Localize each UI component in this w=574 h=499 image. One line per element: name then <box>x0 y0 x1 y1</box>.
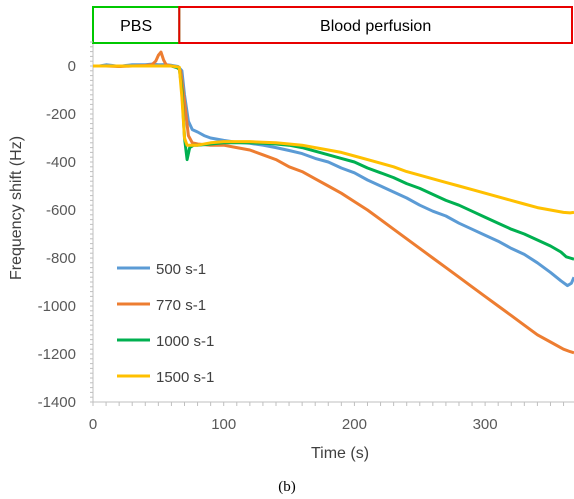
y-tick-label: -1200 <box>38 346 76 363</box>
y-minor-ticks <box>90 41 93 403</box>
legend-label: 1500 s-1 <box>156 369 214 386</box>
series-layer <box>93 50 574 355</box>
x-tick-labels: 0 100 200 300 <box>89 416 498 433</box>
phase-label-pbs: PBS <box>120 18 152 35</box>
y-tick-label: -600 <box>46 202 76 219</box>
series-line-500-s-1 <box>93 62 574 288</box>
x-minor-ticks <box>92 402 565 406</box>
y-tick-label: -200 <box>46 106 76 123</box>
x-axis-label: Time (s) <box>311 445 369 462</box>
y-tick-labels: 0 -200 -400 -600 -800 -1000 -1200 -1400 <box>38 58 76 411</box>
legend: 500 s-1 770 s-1 1000 s-1 1500 s-1 <box>117 261 214 386</box>
x-tick-label: 0 <box>89 416 97 433</box>
x-tick-label: 100 <box>211 416 236 433</box>
series-line-770-s-1 <box>93 50 574 355</box>
y-tick-label: -1400 <box>38 394 76 411</box>
phase-box-blood-perfusion <box>178 6 574 44</box>
y-tick-label: -400 <box>46 154 76 171</box>
legend-label: 1000 s-1 <box>156 333 214 350</box>
legend-label: 500 s-1 <box>156 261 206 278</box>
y-tick-label: 0 <box>68 58 76 75</box>
x-tick-label: 200 <box>342 416 367 433</box>
series-line-1500-s-1 <box>93 64 574 215</box>
y-axis-label: Frequency shift (Hz) <box>8 136 25 280</box>
series-line-1000-s-1 <box>93 64 574 261</box>
phase-bar: PBS Blood perfusion <box>92 6 574 44</box>
x-tick-label: 300 <box>473 416 498 433</box>
phase-label-blood-perfusion: Blood perfusion <box>320 18 431 35</box>
figure-caption: (b) <box>278 479 296 495</box>
axes <box>90 41 574 406</box>
legend-label: 770 s-1 <box>156 297 206 314</box>
y-tick-label: -1000 <box>38 298 76 315</box>
y-tick-label: -800 <box>46 250 76 267</box>
